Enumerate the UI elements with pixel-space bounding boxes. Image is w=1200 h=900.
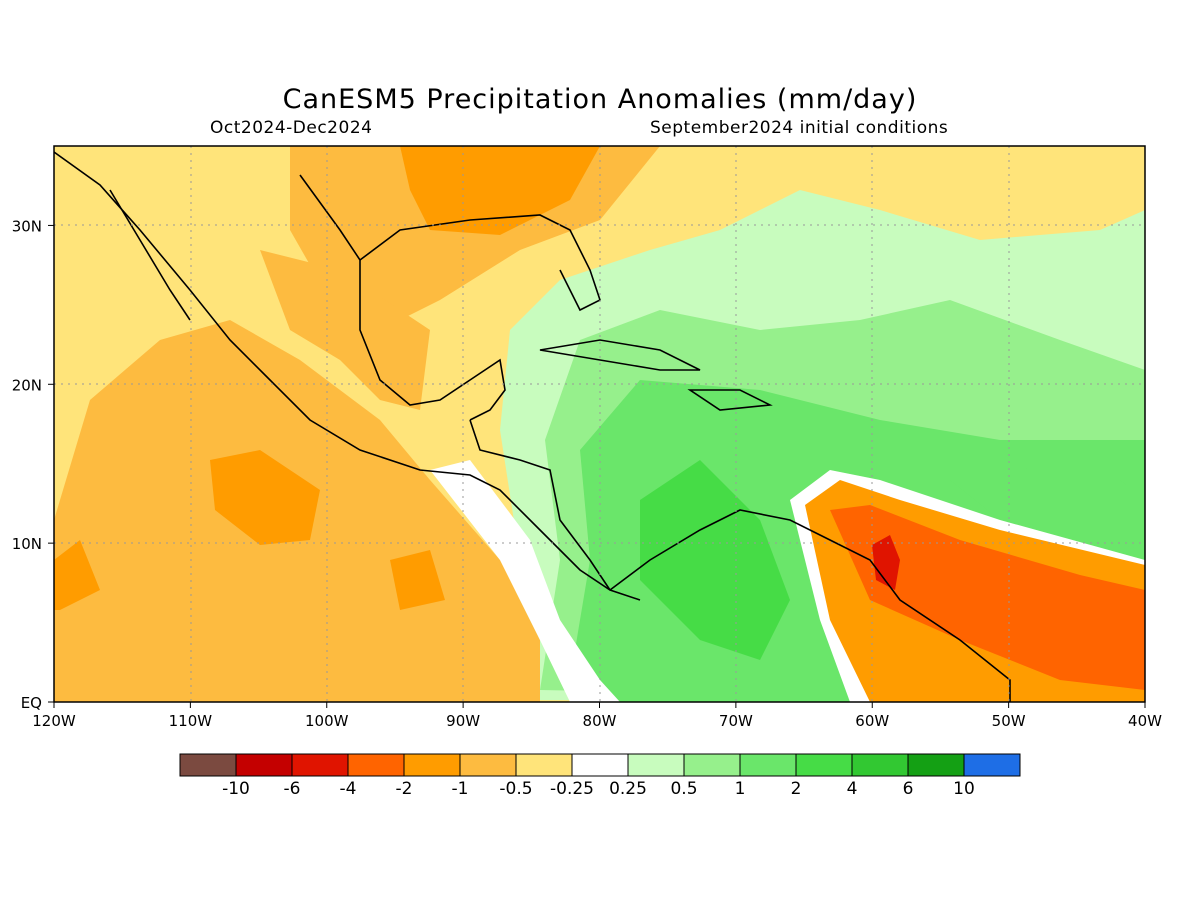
colorbar-swatch — [403, 753, 461, 777]
coast-central-america — [469, 419, 611, 591]
colorbar-label: -6 — [284, 779, 301, 799]
colorbar-swatch — [795, 753, 853, 777]
lon-tick-label: 60W — [855, 712, 889, 730]
field-dry-pacific-core — [54, 450, 445, 610]
lat-tick-label: 30N — [12, 217, 42, 235]
lon-tick-label: 50W — [992, 712, 1026, 730]
initial-conditions: September2024 initial conditions — [650, 118, 949, 138]
colorbar-swatch — [347, 753, 405, 777]
colorbar-swatch — [963, 753, 1021, 777]
coast-us-gulf — [359, 214, 601, 312]
colorbar-label: -2 — [396, 779, 413, 799]
field-wet-core — [640, 460, 790, 660]
lon-tick-label: 110W — [169, 712, 213, 730]
colorbar-swatch — [515, 753, 573, 777]
field-dry-us — [400, 146, 600, 235]
colorbar-label: 10 — [953, 779, 975, 799]
coastlines — [54, 151, 1011, 702]
lon-tick-label: 80W — [583, 712, 617, 730]
colorbar-label: -4 — [340, 779, 357, 799]
lon-tick-label: 100W — [305, 712, 349, 730]
lon-tick-label: 70W — [719, 712, 753, 730]
coast-cuba — [539, 339, 701, 371]
colorbar-label: 4 — [847, 779, 858, 799]
colorbar-swatch — [683, 753, 741, 777]
coast-south-america — [609, 509, 1011, 702]
colorbar-label: -10 — [222, 779, 250, 799]
field-dry-mexico — [260, 250, 430, 410]
coast-baja — [109, 189, 191, 321]
colorbar-label: 2 — [791, 779, 802, 799]
colorbar-swatch — [291, 753, 349, 777]
colorbar-swatch — [739, 753, 797, 777]
colorbar-label: 0.5 — [670, 779, 697, 799]
lon-tick-label: 40W — [1128, 712, 1162, 730]
field-wet-core-atl — [950, 465, 1145, 550]
colorbar-label: -1 — [452, 779, 469, 799]
anomaly-fields — [54, 146, 1145, 702]
colorbar-swatch — [179, 753, 237, 777]
colorbar-swatch — [571, 753, 629, 777]
map-title: CanESM5 Precipitation Anomalies (mm/day) — [282, 84, 918, 115]
colorbar-label: -0.5 — [499, 779, 532, 799]
lat-tick-label: 10N — [12, 535, 42, 553]
lon-tick-label: 90W — [446, 712, 480, 730]
colorbar-swatch — [627, 753, 685, 777]
field-white-gap — [430, 460, 620, 702]
grid-lines — [54, 146, 1145, 702]
colorbar-label: 0.25 — [609, 779, 647, 799]
colorbar-swatch — [459, 753, 517, 777]
coast-gulf — [299, 174, 506, 421]
lat-tick-label: 20N — [12, 376, 42, 394]
colorbar-label: 1 — [735, 779, 746, 799]
coast-mexico-pacific — [54, 151, 641, 601]
field-dry-guiana-strong — [830, 505, 1145, 690]
colorbar-label: -0.25 — [550, 779, 594, 799]
coast-hispaniola — [687, 389, 773, 411]
colorbar-label: 6 — [903, 779, 914, 799]
forecast-period: Oct2024-Dec2024 — [210, 118, 373, 138]
colorbar: -10 -6 -4 -2 -1 -0.5 -0.25 0.25 0.5 1 2 4 6 10 — [179, 753, 1021, 799]
field-dry-guiana-peak — [872, 535, 900, 590]
lon-tick-label: 120W — [32, 712, 76, 730]
axis-ticks: 120W 110W 100W 90W 80W 70W 60W 50W 40W EQ 10N 20N 30… — [12, 217, 1162, 730]
colorbar-swatch — [851, 753, 909, 777]
colorbar-swatch — [907, 753, 965, 777]
lat-tick-label: EQ — [21, 694, 42, 712]
colorbar-swatch — [235, 753, 293, 777]
